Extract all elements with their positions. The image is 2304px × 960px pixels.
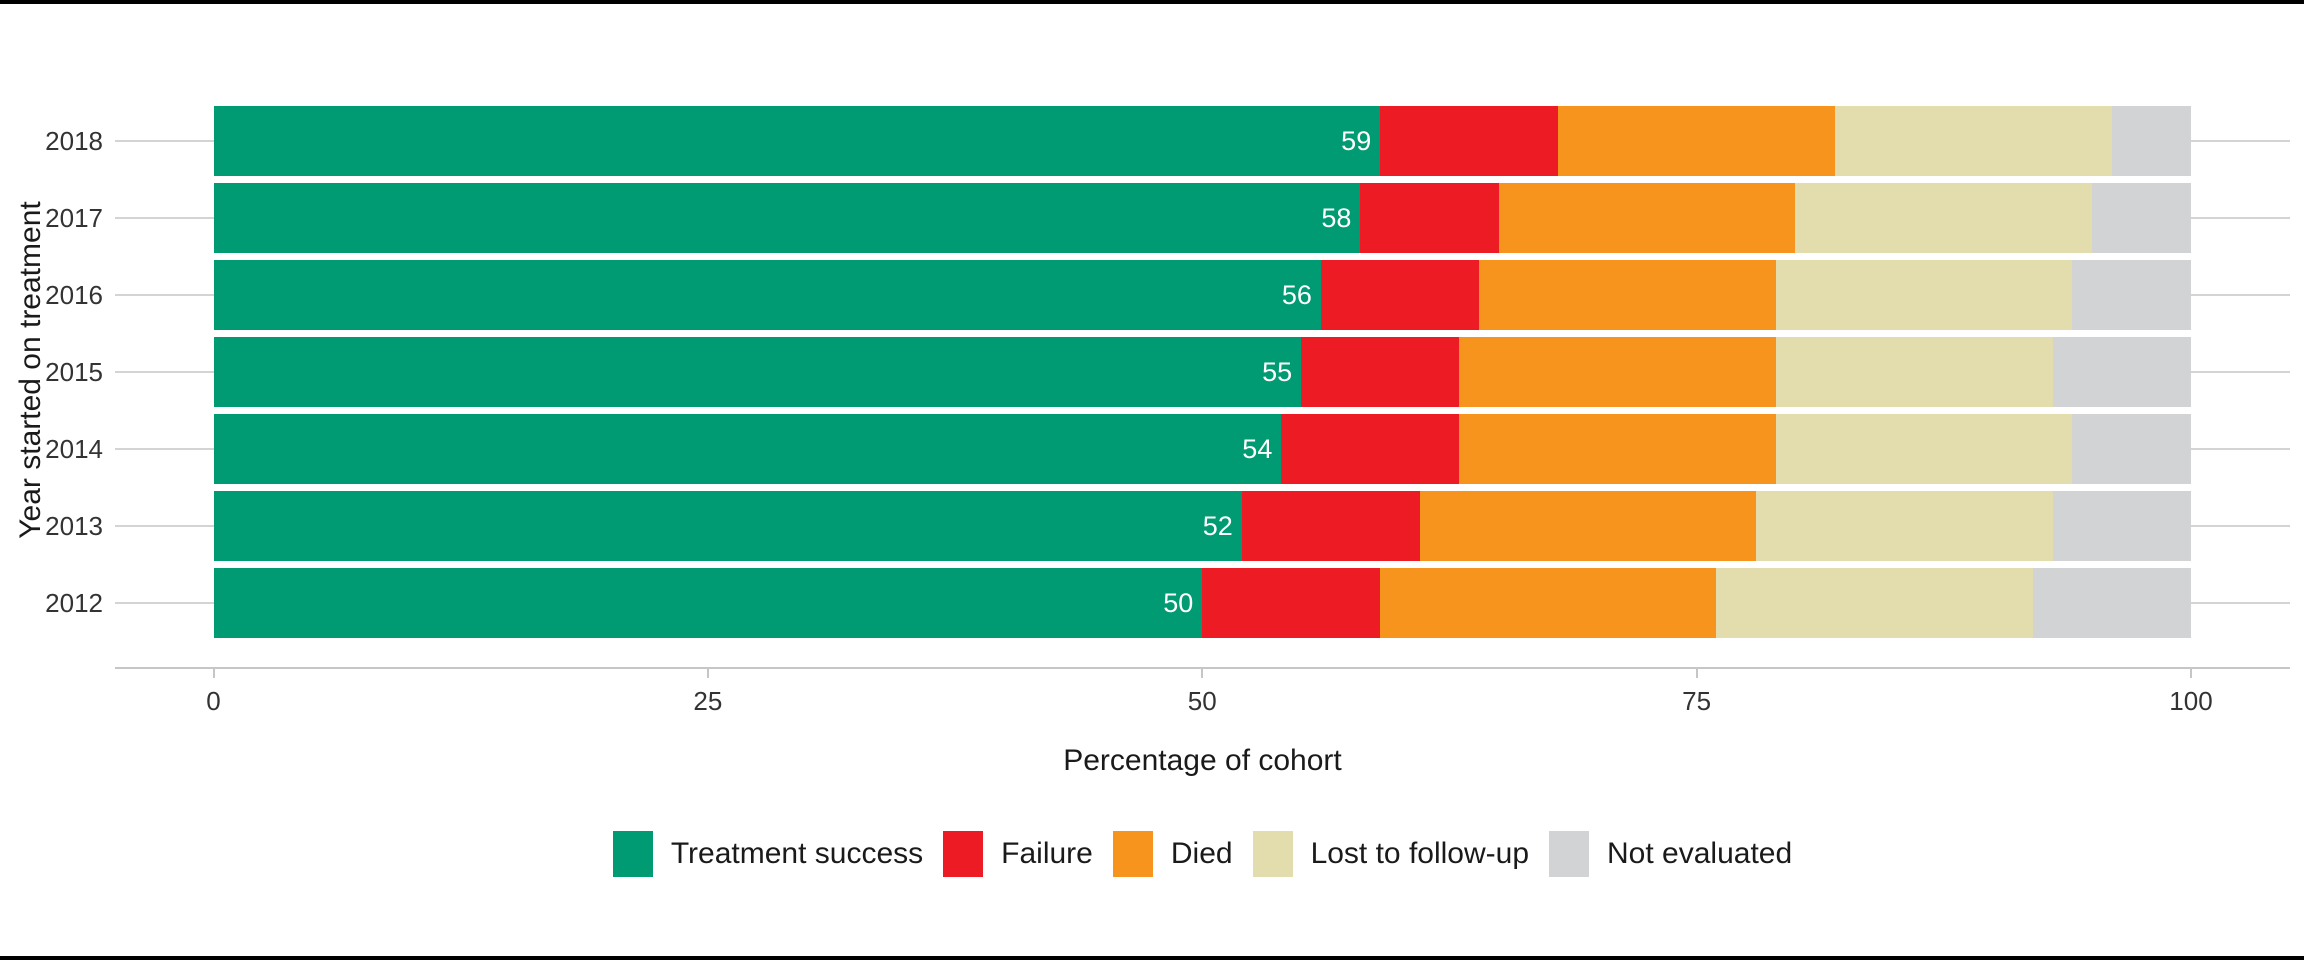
y-axis-tick-label: 2014 [45, 434, 103, 464]
x-axis-tick-label: 0 [206, 686, 221, 716]
x-axis-tick-mark [212, 669, 215, 678]
bar-segment-lost-to-follow-up [1775, 414, 2073, 484]
legend-swatch-not-evaluated [1549, 831, 1590, 877]
bar-value-label: 55 [1262, 356, 1293, 387]
bar-segment-lost-to-follow-up [1835, 106, 2112, 176]
legend-label: Not evaluated [1607, 837, 1793, 870]
bar-row-2018: 59 [213, 106, 2192, 176]
bar-segment-died [1479, 260, 1776, 330]
bar-segment-not-evaluated [2032, 568, 2191, 638]
bar-row-2013: 52 [213, 491, 2192, 561]
y-axis-tick-label: 2018 [45, 126, 103, 156]
legend-item-failure: Failure [943, 831, 1093, 877]
bar-segment-failure [1241, 491, 1420, 561]
legend-label: Treatment success [670, 837, 924, 870]
bar-segment-lost-to-follow-up [1775, 337, 2053, 407]
legend-label: Lost to follow-up [1310, 837, 1530, 870]
top-border-line [0, 0, 2304, 4]
bottom-border-line [0, 956, 2304, 960]
legend-item-treatment-success: Treatment success [612, 831, 924, 877]
x-axis-tick-label: 25 [693, 686, 723, 716]
y-axis-tick-label: 2012 [45, 588, 103, 618]
bar-segment-not-evaluated [2072, 414, 2191, 484]
legend-item-died: Died [1112, 831, 1233, 877]
bar-segment-not-evaluated [2092, 183, 2191, 253]
legend-swatch-lost-to-follow-up [1252, 831, 1293, 877]
bar-segment-treatment-success: 55 [213, 337, 1302, 407]
bar-row-2014: 54 [213, 414, 2192, 484]
bar-row-2017: 58 [213, 183, 2192, 253]
bar-value-label: 59 [1341, 125, 1372, 156]
bar-segment-not-evaluated [2111, 106, 2191, 176]
legend: Treatment success Failure Died Lost to foll… [115, 831, 2290, 877]
bar-segment-failure [1360, 183, 1499, 253]
bar-segment-treatment-success: 59 [213, 106, 1381, 176]
legend-swatch-failure [943, 831, 984, 877]
legend-label: Failure [1001, 837, 1093, 870]
y-axis-tick-label: 2017 [45, 203, 103, 233]
bar-segment-failure [1380, 106, 1559, 176]
bar-segment-not-evaluated [2052, 491, 2191, 561]
bar-row-2012: 50 [213, 568, 2192, 638]
bar-segment-treatment-success: 56 [213, 260, 1321, 330]
bar-value-label: 50 [1163, 587, 1194, 618]
y-axis-tick-label: 2013 [45, 511, 103, 541]
bar-value-label: 58 [1321, 202, 1352, 233]
bar-segment-treatment-success: 52 [213, 491, 1242, 561]
bar-segment-not-evaluated [2072, 260, 2191, 330]
bar-segment-lost-to-follow-up [1755, 491, 2053, 561]
bar-value-label: 54 [1242, 433, 1273, 464]
plot-panel: 59 58 56 55 54 52 50 [115, 94, 2290, 668]
x-axis-tick-mark [2190, 669, 2192, 678]
bar-segment-failure [1202, 568, 1381, 638]
x-axis-tick-label: 75 [1682, 686, 1712, 716]
legend-item-not-evaluated: Not evaluated [1549, 831, 1792, 877]
legend-swatch-died [1112, 831, 1153, 877]
legend-swatch-treatment-success [612, 831, 653, 877]
x-axis-line [115, 667, 2290, 669]
bar-segment-lost-to-follow-up [1775, 260, 2073, 330]
legend-label: Died [1170, 837, 1233, 870]
legend-item-lost-to-follow-up: Lost to follow-up [1252, 831, 1530, 877]
bar-row-2016: 56 [213, 260, 2192, 330]
bar-segment-lost-to-follow-up [1795, 183, 2093, 253]
bar-segment-died [1459, 337, 1776, 407]
bar-segment-lost-to-follow-up [1716, 568, 2033, 638]
bar-segment-failure [1281, 414, 1460, 484]
bar-segment-died [1380, 568, 1717, 638]
bar-segment-died [1419, 491, 1756, 561]
bar-segment-failure [1301, 337, 1460, 407]
bar-segment-treatment-success: 50 [213, 568, 1203, 638]
bar-segment-died [1558, 106, 1836, 176]
bar-value-label: 56 [1281, 279, 1312, 310]
bar-segment-treatment-success: 58 [213, 183, 1361, 253]
y-axis-tick-label: 2015 [45, 357, 103, 387]
bar-segment-died [1459, 414, 1776, 484]
x-axis-tick-label: 100 [2169, 686, 2213, 716]
y-axis-tick-label: 2016 [45, 280, 103, 310]
x-axis-tick-label: 50 [1187, 686, 1217, 716]
bar-value-label: 52 [1202, 510, 1233, 541]
x-axis-tick-mark [1695, 669, 1698, 678]
bar-segment-died [1498, 183, 1796, 253]
x-axis-title: Percentage of cohort [1063, 744, 1342, 777]
bar-segment-not-evaluated [2052, 337, 2191, 407]
bar-segment-treatment-success: 54 [213, 414, 1282, 484]
bar-row-2015: 55 [213, 337, 2192, 407]
x-axis-tick-mark [706, 669, 709, 678]
x-axis-tick-mark [1201, 669, 1204, 678]
bar-segment-failure [1320, 260, 1480, 330]
